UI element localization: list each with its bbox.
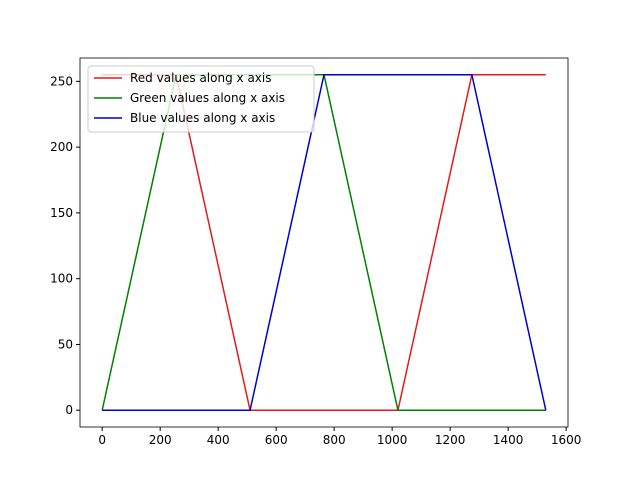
data-line [102, 74, 547, 411]
x-tick-label: 400 [207, 433, 230, 447]
x-tick-label: 600 [265, 433, 288, 447]
axes-frame [79, 57, 569, 428]
x-tick-label: 800 [323, 433, 346, 447]
y-tick-label: 100 [50, 272, 73, 286]
x-tick-label: 1600 [551, 433, 582, 447]
y-tick-label: 200 [50, 140, 73, 154]
y-tick-label: 250 [50, 74, 73, 88]
legend-label: Green values along x axis [130, 91, 285, 105]
legend-box [87, 65, 315, 133]
x-tick-label: 0 [98, 433, 106, 447]
x-tick-label: 1200 [435, 433, 466, 447]
x-tick-label: 1400 [493, 433, 524, 447]
legend-label: Blue values along x axis [130, 111, 275, 125]
x-tick-label: 200 [149, 433, 172, 447]
y-tick-label: 50 [58, 337, 73, 351]
y-tick-label: 0 [65, 403, 73, 417]
x-tick-label: 1000 [377, 433, 408, 447]
legend-label: Red values along x axis [130, 71, 271, 85]
y-tick-label: 150 [50, 206, 73, 220]
legend: Red values along x axis Green values alon… [87, 65, 315, 133]
